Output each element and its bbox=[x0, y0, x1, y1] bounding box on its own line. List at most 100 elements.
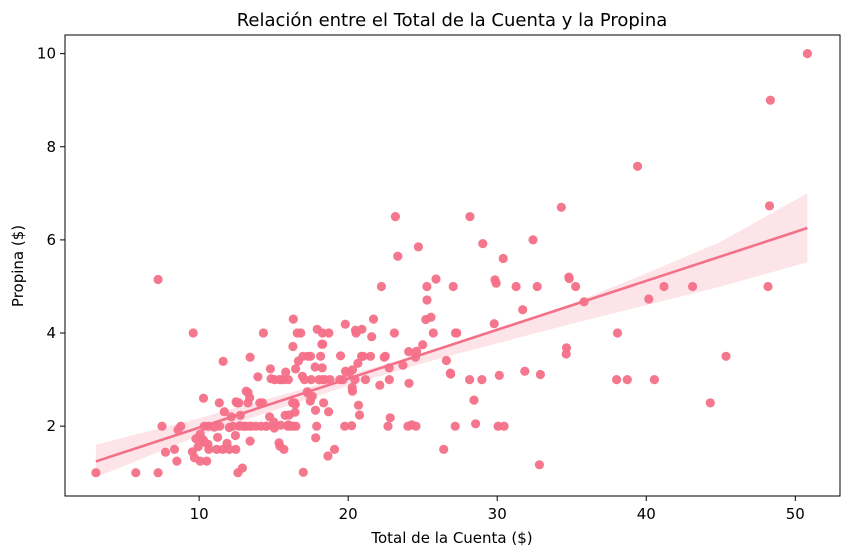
data-point bbox=[234, 398, 244, 408]
data-point bbox=[230, 430, 240, 441]
data-point bbox=[612, 328, 623, 338]
data-point bbox=[375, 380, 385, 390]
y-tick-label: 10 bbox=[37, 45, 56, 63]
data-point bbox=[561, 343, 572, 353]
data-point bbox=[390, 212, 400, 222]
data-point bbox=[478, 239, 488, 249]
data-point bbox=[91, 468, 101, 478]
y-tick-label: 6 bbox=[46, 231, 56, 249]
data-point bbox=[446, 369, 456, 379]
data-point bbox=[324, 328, 334, 338]
data-point bbox=[231, 444, 241, 454]
data-point bbox=[157, 421, 167, 431]
data-point bbox=[494, 370, 504, 380]
data-point bbox=[153, 274, 163, 285]
data-point bbox=[357, 324, 367, 334]
x-axis-label: Total de la Cuenta ($) bbox=[370, 529, 532, 547]
data-point bbox=[469, 395, 479, 405]
data-point bbox=[213, 432, 223, 442]
data-point bbox=[389, 328, 399, 338]
data-point bbox=[279, 444, 289, 454]
data-point bbox=[358, 351, 368, 361]
data-point bbox=[172, 456, 182, 466]
data-point bbox=[316, 351, 326, 361]
plot-area bbox=[91, 49, 813, 478]
data-point bbox=[237, 463, 247, 473]
data-point bbox=[448, 281, 458, 292]
data-point bbox=[412, 346, 422, 356]
x-tick-label: 50 bbox=[786, 505, 805, 523]
data-point bbox=[323, 451, 333, 461]
data-point bbox=[324, 407, 334, 417]
data-point bbox=[465, 375, 475, 385]
data-point bbox=[347, 365, 358, 375]
data-point bbox=[393, 251, 403, 261]
data-point bbox=[317, 328, 328, 338]
data-point bbox=[705, 398, 715, 408]
data-point bbox=[340, 319, 350, 329]
data-point bbox=[325, 375, 335, 385]
data-point bbox=[520, 366, 530, 376]
data-point bbox=[195, 456, 205, 466]
data-point bbox=[169, 444, 180, 454]
data-point bbox=[764, 201, 775, 211]
data-point bbox=[353, 358, 363, 368]
data-point bbox=[310, 362, 320, 372]
data-point bbox=[329, 444, 340, 454]
x-axis: 10 20 30 40 50 bbox=[190, 496, 805, 523]
data-point bbox=[299, 375, 310, 385]
data-point bbox=[288, 314, 298, 324]
data-point bbox=[633, 161, 643, 171]
y-axis: 2 4 6 8 10 bbox=[37, 45, 65, 435]
data-point bbox=[215, 421, 225, 431]
data-point bbox=[384, 375, 394, 385]
data-point bbox=[288, 341, 298, 352]
data-point bbox=[307, 391, 317, 401]
data-point bbox=[276, 420, 286, 430]
data-point bbox=[228, 421, 238, 431]
data-point bbox=[418, 340, 428, 350]
data-point bbox=[319, 398, 329, 408]
data-point bbox=[367, 332, 377, 342]
data-point bbox=[261, 421, 272, 431]
data-point bbox=[305, 351, 316, 361]
data-point bbox=[258, 328, 268, 338]
data-point bbox=[131, 468, 141, 478]
data-point bbox=[353, 400, 364, 410]
data-point bbox=[498, 253, 508, 264]
y-axis-label: Propina ($) bbox=[9, 225, 27, 307]
data-point bbox=[491, 278, 501, 288]
data-point bbox=[360, 375, 371, 385]
data-point bbox=[385, 413, 395, 423]
data-point bbox=[499, 421, 509, 431]
data-point bbox=[245, 393, 255, 403]
data-point bbox=[404, 378, 414, 388]
data-point bbox=[534, 460, 545, 470]
data-point bbox=[245, 352, 255, 362]
data-point bbox=[380, 351, 390, 361]
data-point bbox=[411, 421, 421, 431]
data-point bbox=[802, 49, 813, 59]
data-point bbox=[612, 375, 622, 385]
data-point bbox=[471, 419, 481, 429]
data-point bbox=[426, 312, 436, 322]
data-point bbox=[291, 421, 301, 431]
data-point bbox=[219, 407, 229, 417]
data-point bbox=[318, 339, 328, 349]
data-point bbox=[296, 328, 306, 338]
x-tick-label: 30 bbox=[488, 505, 507, 523]
data-point bbox=[452, 328, 462, 338]
data-point bbox=[365, 351, 376, 361]
data-point bbox=[376, 281, 386, 292]
x-tick-label: 10 bbox=[190, 505, 209, 523]
data-point bbox=[649, 375, 660, 385]
y-tick-label: 4 bbox=[46, 324, 56, 342]
data-point bbox=[347, 386, 358, 396]
data-point bbox=[253, 372, 263, 382]
data-point bbox=[644, 294, 654, 304]
data-point bbox=[422, 281, 432, 292]
data-point bbox=[721, 351, 731, 361]
confidence-band bbox=[95, 193, 808, 478]
data-point bbox=[528, 235, 538, 245]
data-point bbox=[202, 456, 212, 466]
